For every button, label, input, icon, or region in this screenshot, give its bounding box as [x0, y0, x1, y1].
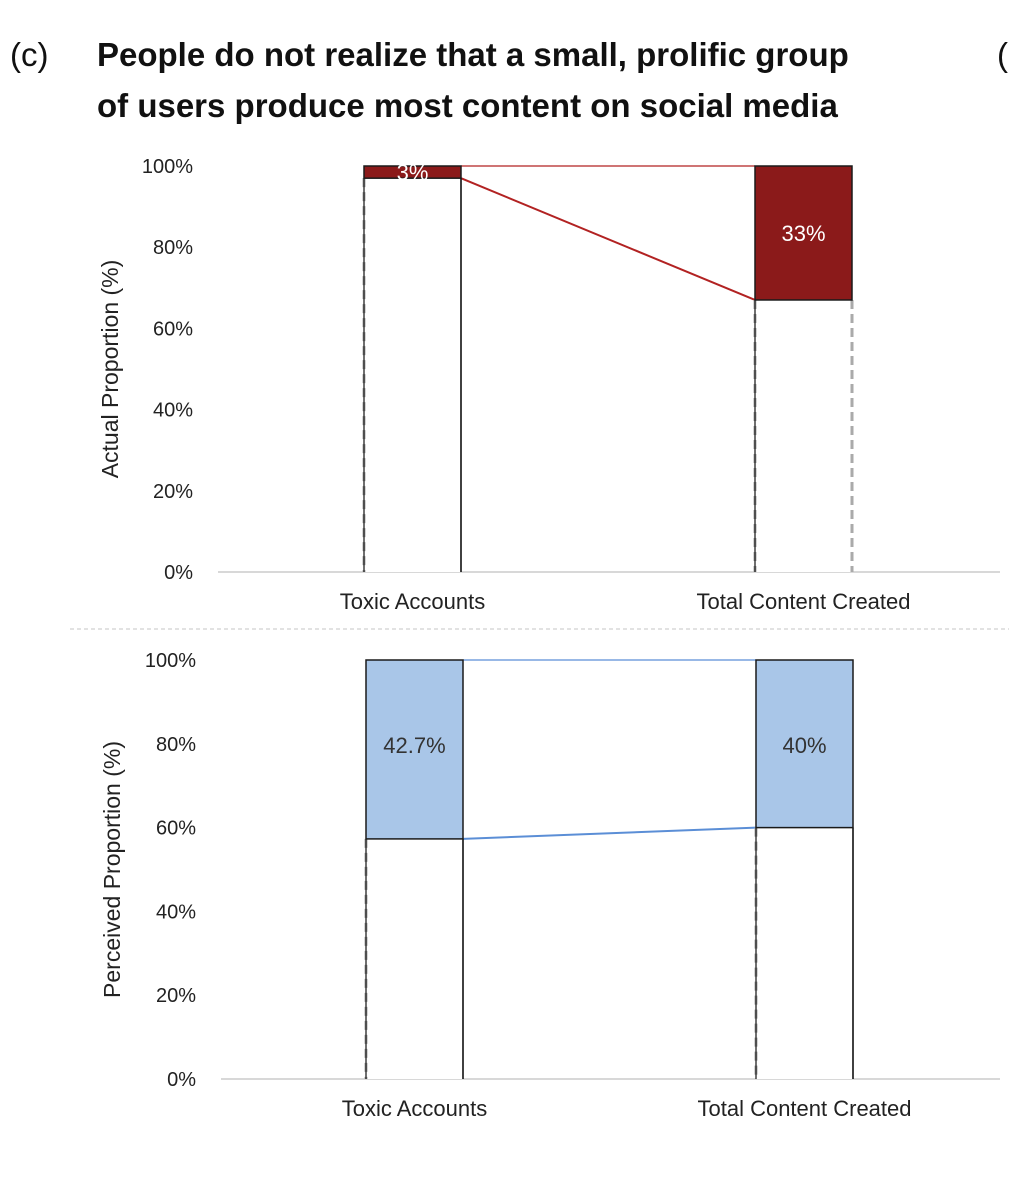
panel-label: (c)	[10, 36, 49, 73]
bar-top-segment	[755, 659, 854, 829]
chart-title-line-2: of users produce most content on social …	[97, 87, 838, 124]
bar-top-segment	[754, 165, 853, 301]
y-tick-label: 0%	[167, 1069, 196, 1091]
cropped-next-panel-label: (	[997, 36, 1008, 73]
connector-line	[462, 826, 757, 840]
actual-proportion-chart: 0% 20% 40% 60% 80% 100% Actual Proportion (%) 3…	[97, 156, 1000, 614]
x-category-label: Toxic Accounts	[342, 1096, 488, 1121]
bar-base-segment	[364, 178, 461, 572]
y-tick-label: 80%	[156, 734, 196, 756]
y-tick-label: 20%	[153, 481, 193, 503]
connector-line	[460, 177, 756, 301]
y-tick-label: 0%	[164, 562, 193, 584]
bar-top-segment	[363, 165, 462, 179]
bar-base-segment	[366, 838, 463, 1079]
y-tick-label: 40%	[156, 901, 196, 923]
y-tick-label: 20%	[156, 985, 196, 1007]
y-axis-label: Actual Proportion (%)	[97, 260, 123, 479]
y-tick-label: 100%	[145, 650, 196, 672]
y-tick-label: 40%	[153, 400, 193, 422]
bar-top-segment	[365, 659, 464, 840]
x-category-label: Total Content Created	[697, 1096, 911, 1121]
bar-base-segment	[755, 299, 852, 572]
x-category-label: Total Content Created	[696, 589, 910, 614]
y-tick-label: 60%	[153, 318, 193, 340]
y-tick-label: 60%	[156, 818, 196, 840]
y-axis-label: Perceived Proportion (%)	[99, 741, 125, 998]
bar-data-label: 3%	[397, 160, 429, 185]
chart-title-line-1: People do not realize that a small, prol…	[97, 36, 849, 73]
bar-data-label: 33%	[781, 221, 825, 246]
bar-data-label: 42.7%	[383, 733, 445, 758]
x-category-label: Toxic Accounts	[340, 589, 486, 614]
perceived-proportion-chart: 0% 20% 40% 60% 80% 100% Perceived Proportion (…	[99, 650, 1000, 1121]
y-tick-label: 80%	[153, 237, 193, 259]
y-tick-label: 100%	[142, 156, 193, 178]
bar-base-segment	[756, 827, 853, 1079]
bar-data-label: 40%	[782, 733, 826, 758]
